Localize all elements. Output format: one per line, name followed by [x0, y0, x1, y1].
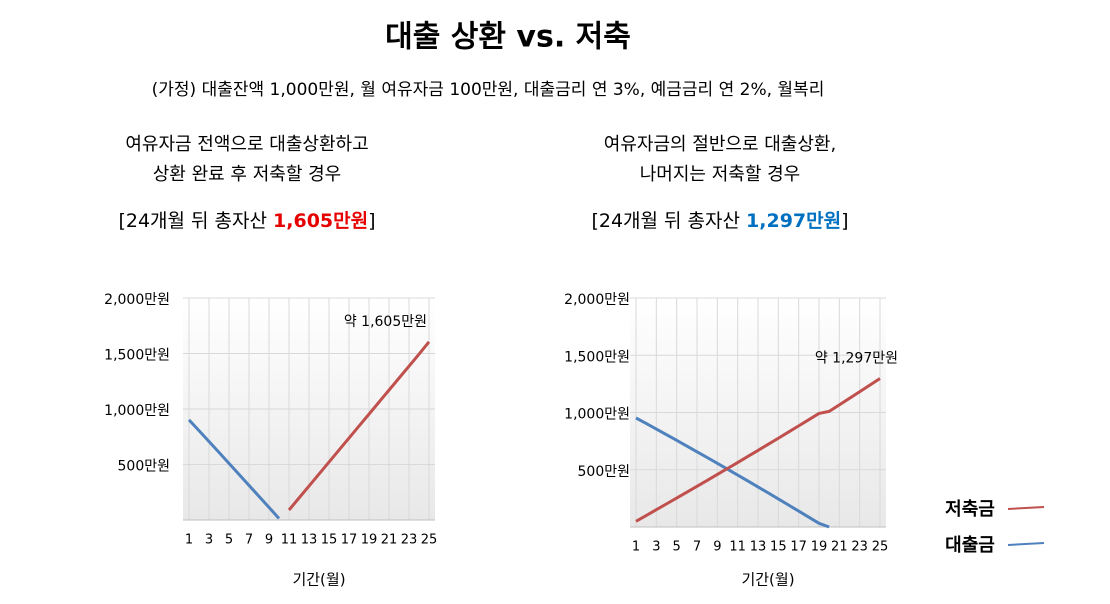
x-tick-label: 1 — [632, 540, 640, 555]
series-line — [635, 377, 881, 523]
x-tick-label: 19 — [361, 533, 378, 548]
x-tick-label: 13 — [750, 540, 767, 555]
x-tick-label: 13 — [301, 533, 318, 548]
y-tick-label: 1,500만원 — [104, 348, 170, 364]
x-tick-label: 5 — [225, 533, 233, 548]
x-tick-label: 21 — [831, 540, 848, 555]
y-tick-label: 1,500만원 — [564, 349, 630, 365]
y-tick-label: 1,000만원 — [564, 407, 630, 423]
x-tick-label: 19 — [811, 540, 828, 555]
chart-title: 여유자금 전액으로 대출상환하고 — [125, 134, 368, 155]
x-tick-label: 7 — [245, 533, 253, 548]
legend-label: 저축금 — [945, 499, 995, 520]
x-tick-label: 25 — [421, 533, 438, 548]
x-tick-label: 3 — [652, 540, 660, 555]
x-tick-label: 15 — [770, 540, 787, 555]
x-tick-label: 5 — [673, 540, 681, 555]
series-line — [187, 418, 281, 520]
x-axis-label: 기간(월) — [292, 571, 345, 589]
x-tick-label: 3 — [205, 533, 213, 548]
x-tick-label: 21 — [381, 533, 398, 548]
y-tick-label: 500만원 — [118, 459, 170, 475]
x-tick-label: 1 — [185, 533, 193, 548]
chart-summary: [24개월 뒤 총자산 1,605만원] — [118, 210, 375, 232]
y-tick-label: 2,000만원 — [104, 292, 170, 308]
x-tick-label: 23 — [401, 533, 418, 548]
x-tick-label: 23 — [851, 540, 868, 555]
chart-summary: [24개월 뒤 총자산 1,297만원] — [591, 210, 848, 232]
x-tick-label: 7 — [693, 540, 701, 555]
x-tick-label: 9 — [713, 540, 721, 555]
annotation: 약 1,297만원 — [815, 350, 898, 366]
legend-swatch — [1007, 506, 1045, 510]
series-line — [287, 340, 431, 511]
y-tick-label: 1,000만원 — [104, 403, 170, 419]
series-line — [635, 416, 830, 529]
summary-value: 1,297만원 — [746, 210, 841, 232]
y-tick-label: 500만원 — [578, 464, 630, 480]
chart-title: 여유자금의 절반으로 대출상환, — [604, 134, 836, 155]
x-tick-label: 11 — [729, 540, 746, 555]
x-tick-label: 15 — [321, 533, 338, 548]
x-tick-label: 9 — [265, 533, 273, 548]
summary-prefix: [24개월 뒤 총자산 — [591, 210, 746, 232]
summary-suffix: ] — [841, 210, 848, 232]
annotation: 약 1,605만원 — [344, 314, 427, 330]
summary-prefix: [24개월 뒤 총자산 — [118, 210, 273, 232]
x-tick-label: 17 — [790, 540, 807, 555]
chart-title: 상환 완료 후 저축할 경우 — [153, 164, 342, 185]
chart-title: 나머지는 저축할 경우 — [640, 164, 800, 185]
x-axis-label: 기간(월) — [741, 571, 794, 589]
page-subtitle: (가정) 대출잔액 1,000만원, 월 여유자금 100만원, 대출금리 연 … — [152, 80, 825, 100]
y-tick-label: 2,000만원 — [564, 292, 630, 308]
summary-value: 1,605만원 — [273, 210, 368, 232]
legend-label: 대출금 — [945, 535, 995, 556]
legend-swatch — [1007, 542, 1045, 546]
summary-suffix: ] — [368, 210, 375, 232]
x-tick-label: 11 — [281, 533, 298, 548]
page-title: 대출 상환 vs. 저축 — [385, 20, 631, 55]
x-tick-label: 17 — [341, 533, 358, 548]
x-tick-label: 25 — [872, 540, 889, 555]
